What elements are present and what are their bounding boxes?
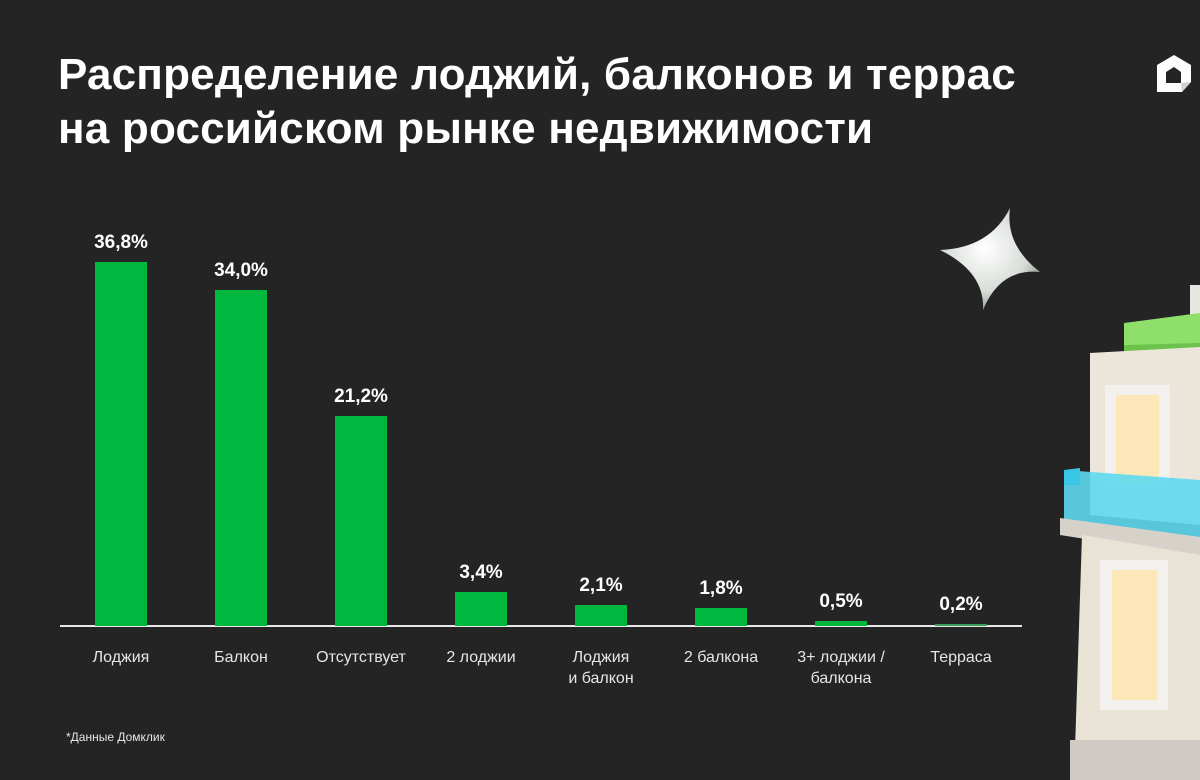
value-label: 36,8% — [94, 232, 148, 253]
value-label: 0,5% — [819, 591, 863, 612]
category-label: 2 балкона — [683, 649, 759, 666]
bar-2-balconies — [695, 608, 747, 626]
value-label: 1,8% — [699, 578, 743, 599]
category-label: 3+ лоджии / балкона — [797, 649, 885, 687]
page-title: Распределение лоджий, балконов и террас … — [58, 48, 1016, 156]
value-label: 21,2% — [334, 386, 388, 407]
category-label: Отсутствует — [316, 649, 406, 666]
bar-loggia-and-balcony — [575, 605, 627, 626]
value-label: 34,0% — [214, 260, 268, 281]
category-label: Балкон — [214, 649, 268, 666]
bar-balcony — [215, 290, 267, 626]
bar-loggia — [95, 262, 147, 626]
source-footnote: *Данные Домклик — [66, 730, 165, 744]
category-label: Лоджия и балкон — [568, 649, 634, 687]
x-axis-line — [60, 625, 1022, 627]
title-line-1: Распределение лоджий, балконов и террас — [58, 50, 1016, 99]
category-label: 2 лоджии — [446, 649, 516, 666]
category-label: Лоджия — [92, 649, 150, 666]
value-label: 0,2% — [939, 594, 983, 615]
value-label: 2,1% — [579, 575, 623, 596]
domclick-house-logo-icon — [1157, 55, 1191, 92]
value-label: 3,4% — [459, 562, 503, 583]
title-line-2: на российском рынке недвижимости — [58, 104, 874, 153]
bar-none — [335, 416, 387, 626]
bar-3plus-loggias-balconies — [815, 621, 867, 626]
category-label: Терраса — [930, 649, 992, 666]
building-with-balcony-illustration — [1060, 285, 1200, 780]
bar-2-loggias — [455, 592, 507, 626]
bar-terrace — [935, 624, 987, 626]
sparkle-star-icon — [940, 208, 1040, 310]
